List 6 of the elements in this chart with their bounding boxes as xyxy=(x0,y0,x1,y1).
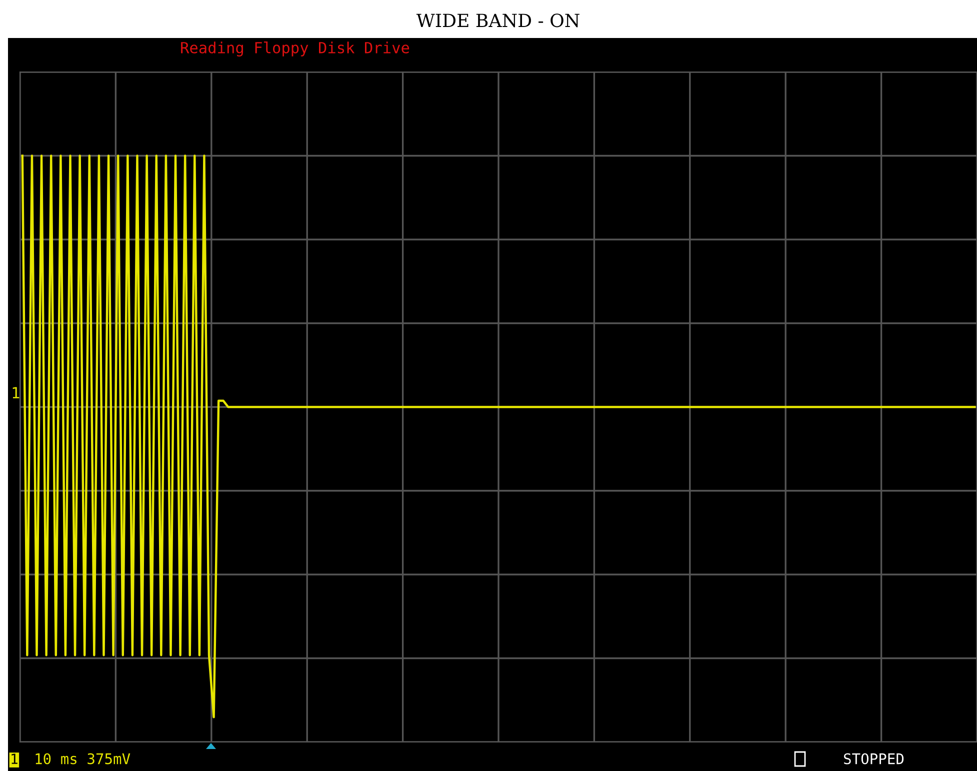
text: 1 xyxy=(12,387,20,398)
text: STOPPED xyxy=(844,753,904,764)
chart-title: WIDE BAND - ON xyxy=(416,14,580,28)
text: 10 ms 375mV xyxy=(36,753,130,764)
text: Reading Floppy Disk Drive xyxy=(181,42,410,56)
text: 1 xyxy=(12,754,18,764)
